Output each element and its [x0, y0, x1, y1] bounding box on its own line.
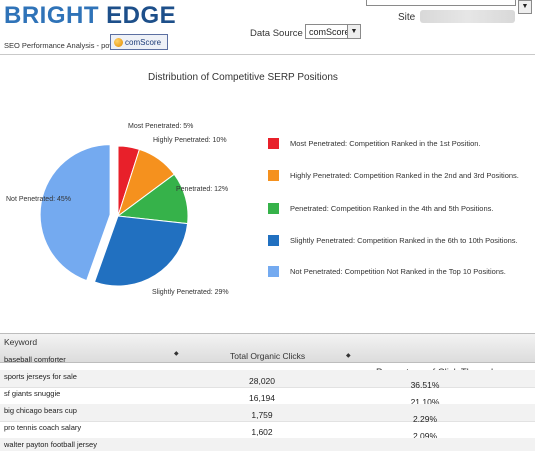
pie-slice [93, 215, 189, 287]
data-source-select[interactable]: comScore ▼ [305, 24, 361, 39]
clicks-header[interactable]: Total Organic Clicks [230, 351, 306, 361]
data-source-value: comScore [309, 27, 350, 37]
comscore-logo-icon [114, 38, 123, 47]
sort-icon[interactable]: ◆ [174, 351, 179, 357]
pct-cell: 36.51% [410, 380, 440, 390]
sort-icon[interactable]: ◆ [346, 353, 351, 359]
table-row[interactable]: pro tennis coach salary 1,602 2.09% [0, 421, 535, 441]
legend-label: Highly Penetrated: Competition Ranked in… [290, 171, 519, 180]
legend-swatch [268, 235, 279, 246]
clicks-cell: 16,194 [249, 393, 275, 403]
keyword-cell: pro tennis coach salary [4, 423, 82, 432]
table-row[interactable]: baseball comforter [0, 353, 535, 371]
site-value-blurred [420, 10, 515, 23]
data-source-label: Data Source [250, 28, 303, 39]
pie-slice-label: Most Penetrated: 5% [128, 123, 194, 130]
legend-label: Penetrated: Competition Ranked in the 4t… [290, 204, 494, 213]
keyword-cell: walter payton football jersey [4, 440, 97, 449]
bright-edge-logo: BRIGHT EDGE [4, 2, 176, 30]
comscore-badge: comScore [110, 34, 168, 50]
legend-swatch [268, 203, 279, 214]
powered-by-text: SEO Performance Analysis - powered by [4, 41, 140, 50]
clicks-cell: 1,602 [251, 427, 273, 437]
site-label: Site [398, 12, 416, 23]
logo-text-edge: EDGE [106, 2, 177, 29]
clicks-cell: 1,759 [251, 410, 273, 420]
pie-slice-label: Penetrated: 12% [176, 186, 229, 193]
logo-text-bright: BRIGHT [4, 2, 99, 29]
keyword-cell: sf giants snuggie [4, 389, 61, 398]
table-row[interactable]: sf giants snuggie 16,194 21.10% [0, 387, 535, 407]
keyword-cell: big chicago bears cup [4, 406, 77, 415]
keyword-cell: sports jerseys for sale [4, 372, 77, 381]
chevron-down-icon[interactable]: ▼ [347, 25, 360, 38]
legend-label: Slightly Penetrated: Competition Ranked … [290, 236, 518, 245]
legend-swatch [268, 266, 279, 277]
legend-label: Most Penetrated: Competition Ranked in t… [290, 139, 481, 148]
pie-slice-label: Not Penetrated: 45% [6, 196, 71, 203]
legend-swatch [268, 138, 279, 149]
table-row[interactable]: sports jerseys for sale 28,020 36.51% [0, 370, 535, 390]
top-dropdown-field[interactable] [366, 0, 516, 6]
pct-cell: 21.10% [410, 397, 440, 407]
pie-slice [39, 144, 111, 282]
header-divider [0, 54, 535, 55]
clicks-cell: 28,020 [249, 376, 275, 386]
pie-slice-label: Highly Penetrated: 10% [153, 137, 227, 144]
table-row[interactable]: walter payton football jersey [0, 438, 535, 451]
keyword-cell: baseball comforter [4, 355, 66, 364]
keyword-table: Keyword ◆ Total Organic Clicks ◆ Percent… [0, 333, 535, 451]
top-dropdown-arrow-icon[interactable]: ▼ [518, 0, 532, 14]
chart-title: Distribution of Competitive SERP Positio… [148, 72, 338, 83]
pie-chart [39, 144, 189, 287]
pct-cell: 2.29% [412, 414, 438, 424]
pct-cell: 2.09% [412, 431, 438, 441]
legend-swatch [268, 170, 279, 181]
keyword-header[interactable]: Keyword [4, 337, 38, 347]
pie-slice-label: Slightly Penetrated: 29% [152, 289, 229, 296]
comscore-badge-label: comScore [125, 38, 162, 47]
table-row[interactable]: big chicago bears cup 1,759 2.29% [0, 404, 535, 424]
legend-label: Not Penetrated: Competition Not Ranked i… [290, 267, 506, 276]
